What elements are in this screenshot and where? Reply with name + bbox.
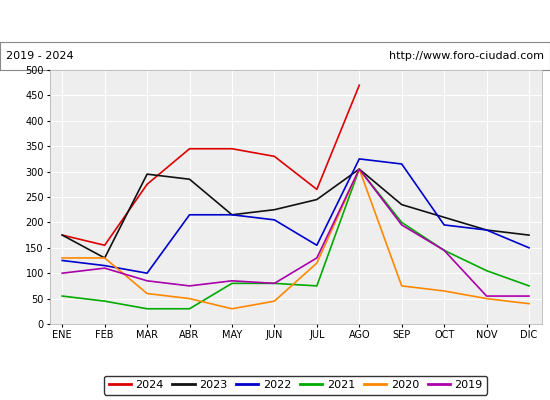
Legend: 2024, 2023, 2022, 2021, 2020, 2019: 2024, 2023, 2022, 2021, 2020, 2019 [104, 376, 487, 395]
Text: 2019 - 2024: 2019 - 2024 [6, 51, 73, 61]
Text: Evolucion Nº Turistas Extranjeros en el municipio de Dúrcal: Evolucion Nº Turistas Extranjeros en el … [90, 14, 460, 28]
Text: http://www.foro-ciudad.com: http://www.foro-ciudad.com [389, 51, 544, 61]
